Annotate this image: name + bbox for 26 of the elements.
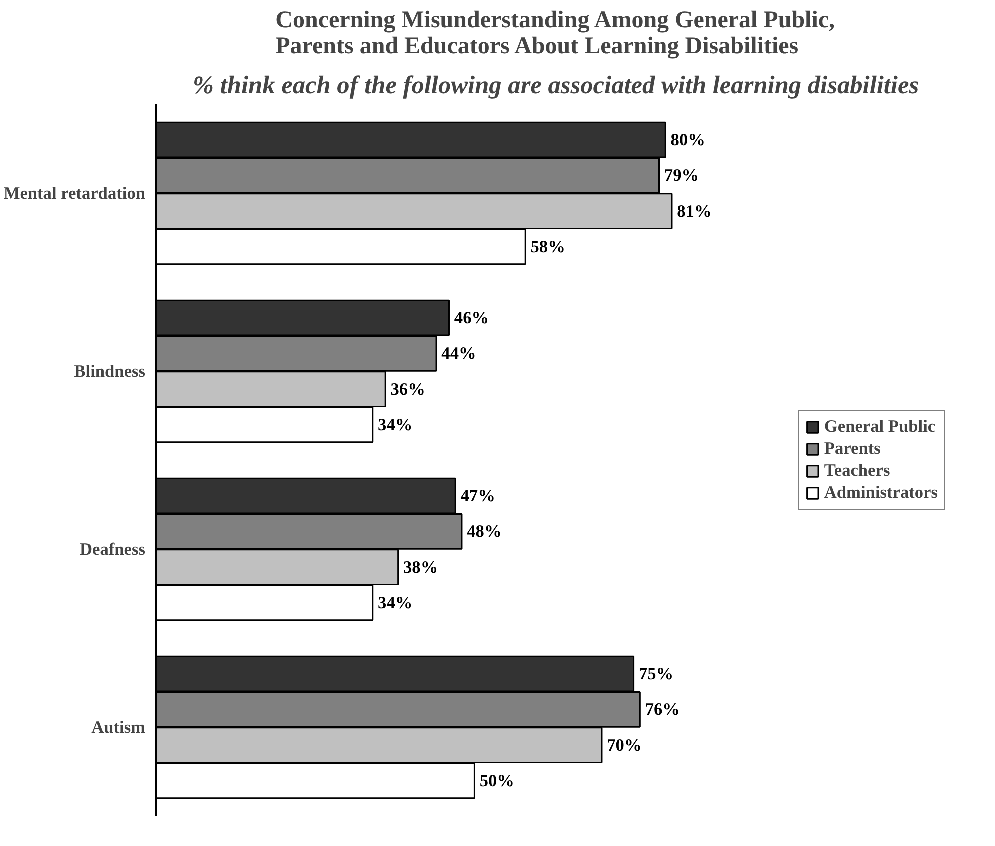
data-label: 75% bbox=[638, 664, 674, 684]
data-label: 47% bbox=[460, 486, 496, 506]
data-label: 80% bbox=[670, 130, 706, 150]
data-label: 70% bbox=[607, 736, 642, 755]
legend-label: General Public bbox=[824, 417, 936, 437]
data-label: 44% bbox=[442, 344, 476, 364]
data-label: 76% bbox=[645, 700, 680, 720]
data-label: 48% bbox=[467, 522, 502, 542]
legend-label: Parents bbox=[824, 439, 881, 459]
data-label: 36% bbox=[390, 380, 426, 399]
y-tick-label: Autism bbox=[92, 718, 146, 737]
chart-title: Concerning Misunderstanding Among General Public, Parents and Educators About Learning Disabilities bbox=[276, 8, 836, 60]
legend-label: Administrators bbox=[824, 483, 938, 503]
data-label: 81% bbox=[677, 202, 712, 221]
data-label: 46% bbox=[454, 308, 490, 328]
y-tick-label: Deafness bbox=[80, 540, 146, 559]
data-label: 79% bbox=[664, 166, 700, 186]
data-label: 58% bbox=[530, 237, 566, 256]
chart-subtitle: % think each of the following are associated with learning disabilities bbox=[192, 72, 920, 100]
data-label: 34% bbox=[378, 593, 413, 612]
data-label: 38% bbox=[403, 558, 438, 577]
data-label: 34% bbox=[378, 415, 413, 434]
y-tick-label: Blindness bbox=[74, 362, 146, 381]
data-label: 50% bbox=[480, 771, 515, 790]
legend-label: Teachers bbox=[824, 461, 890, 481]
y-tick-label: Mental retardation bbox=[4, 184, 146, 203]
